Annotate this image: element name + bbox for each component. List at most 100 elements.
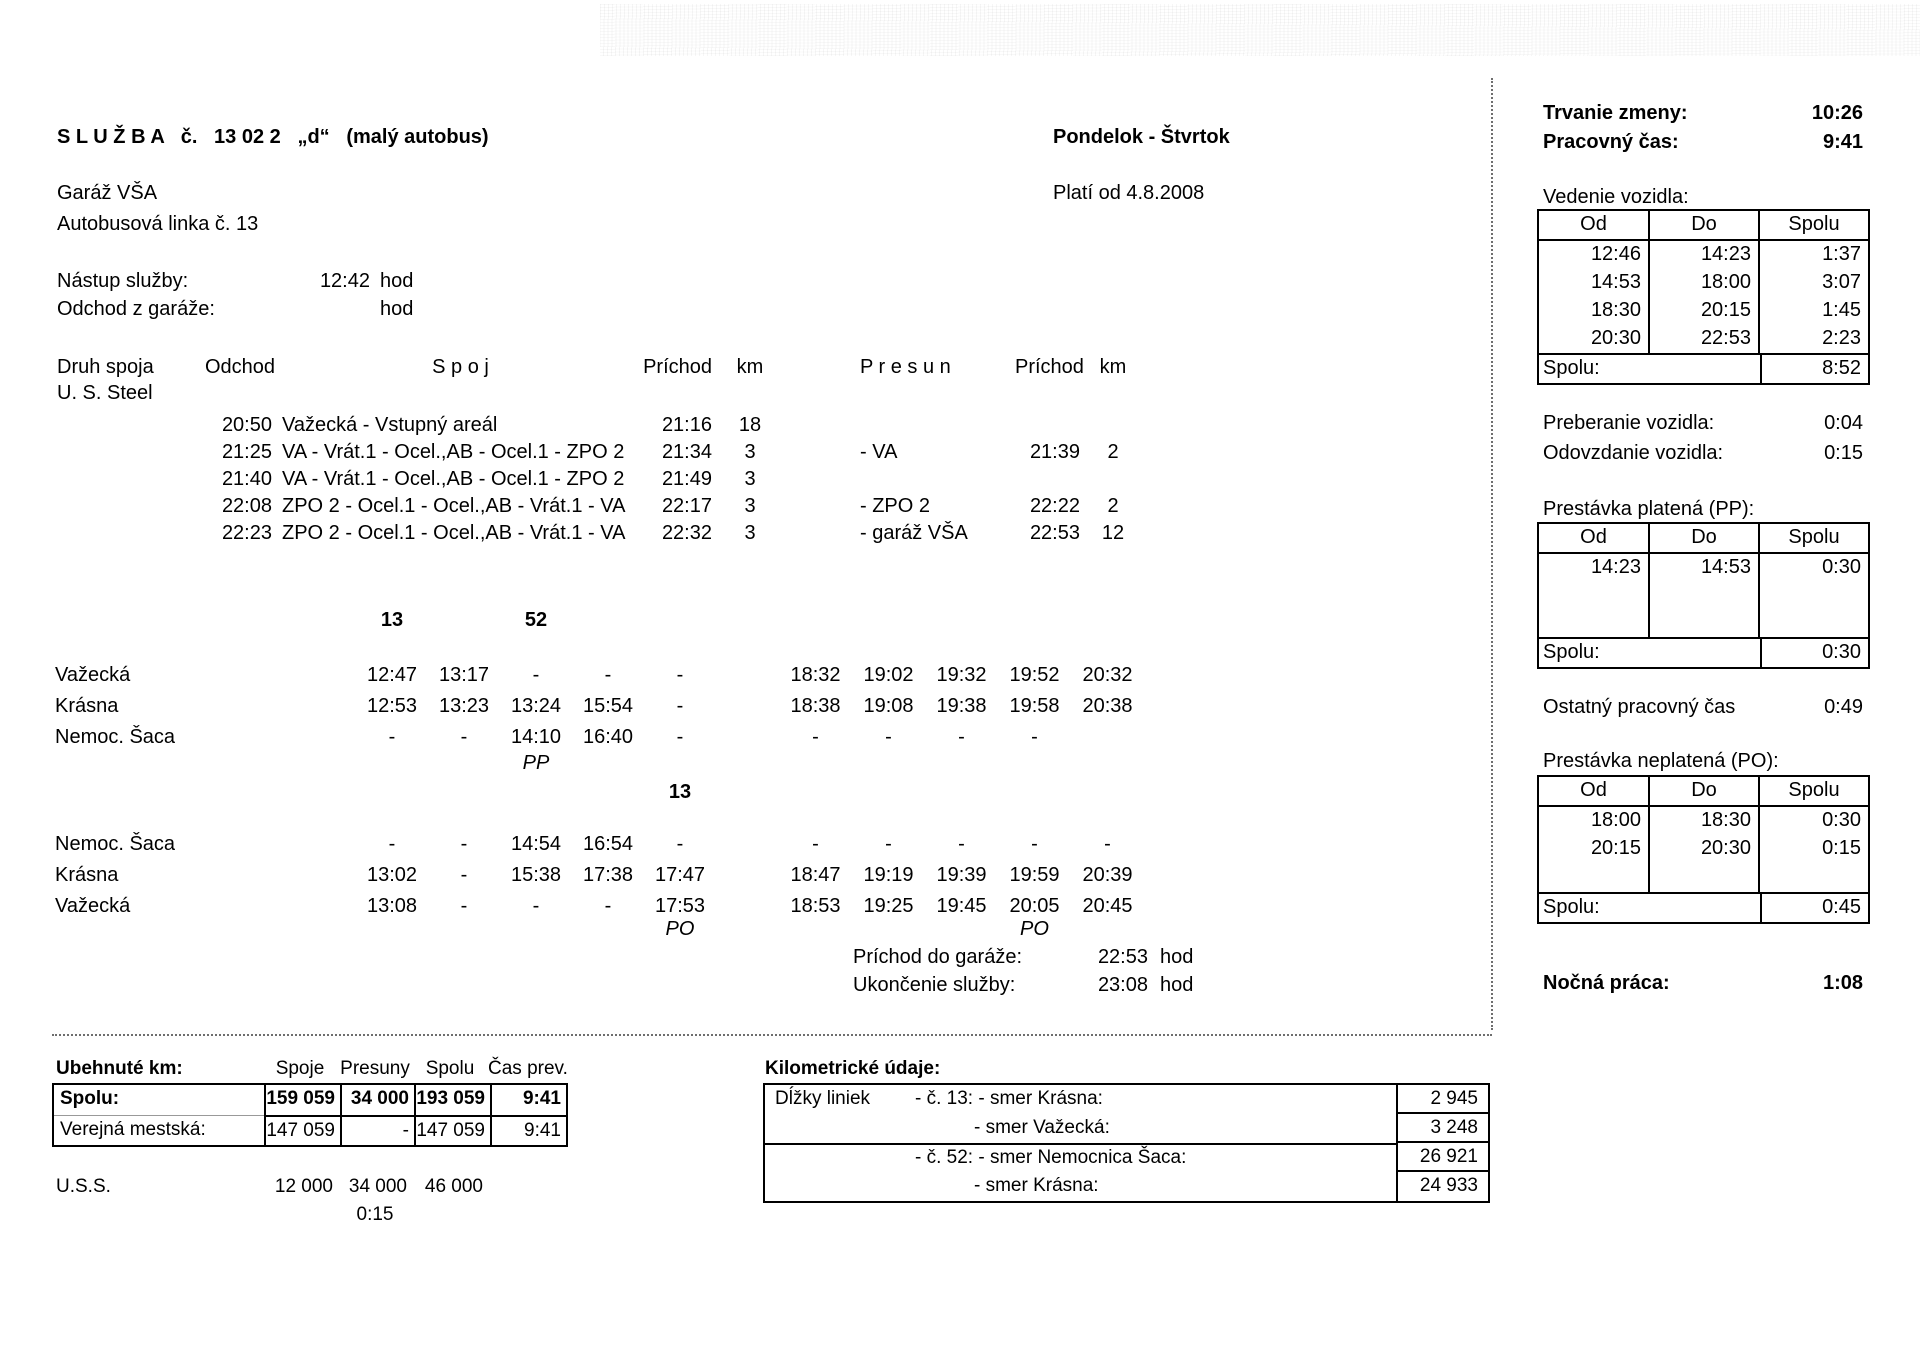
time-cell: 18:00 bbox=[1590, 809, 1641, 831]
time-cell: 18:47 bbox=[790, 864, 841, 886]
tt2-break-markers: PO PO bbox=[55, 917, 1144, 941]
total-label: Spolu: bbox=[1543, 357, 1600, 379]
time-cell: 13:24 bbox=[510, 695, 562, 717]
time-cell bbox=[1071, 725, 1144, 749]
km-value: 147 059 bbox=[414, 1115, 490, 1145]
time-cell: 14:53 bbox=[1590, 271, 1641, 293]
odchod-cell: 21:40 bbox=[221, 468, 272, 490]
tt2-row-vazecka: Važecká 13:08 - - - 17:53 18:53 19:25 19… bbox=[55, 894, 1144, 918]
time-cell: 2:23 bbox=[1822, 327, 1861, 349]
time-cell: 20:30 bbox=[1700, 837, 1751, 859]
line-label bbox=[500, 780, 572, 804]
unpaid-break-title: Prestávka neplatená (PO): bbox=[1543, 750, 1779, 772]
time-cell: 19:08 bbox=[863, 695, 914, 717]
row-label: U.S.S. bbox=[56, 1176, 111, 1197]
col-do: Do bbox=[1650, 524, 1760, 552]
time-cell: 18:30 bbox=[1590, 299, 1641, 321]
break-marker bbox=[55, 917, 356, 941]
line-label bbox=[998, 608, 1071, 632]
odchod-cell: 21:25 bbox=[221, 441, 272, 463]
col-od: Od bbox=[1539, 777, 1650, 805]
route-cell: ZPO 2 - Ocel.1 - Ocel.,AB - Vrát.1 - VA bbox=[282, 522, 626, 544]
do-column: 14:23 18:00 20:15 22:53 bbox=[1650, 241, 1760, 353]
stop-name: Nemoc. Šaca bbox=[55, 833, 176, 855]
spacer bbox=[52, 1203, 262, 1227]
break-marker bbox=[644, 751, 716, 775]
other-working-time-value: 0:49 bbox=[1824, 696, 1863, 718]
route-cell: ZPO 2 - Ocel.1 - Ocel.,AB - Vrát.1 - VA bbox=[282, 495, 626, 517]
km-cell: 3 bbox=[744, 522, 756, 544]
break-marker bbox=[500, 917, 572, 941]
time-cell: 19:39 bbox=[936, 864, 987, 886]
km-summary-header: Ubehnuté km: Spoje Presuny Spolu Čas pre… bbox=[52, 1058, 568, 1080]
time-cell: - bbox=[460, 864, 468, 886]
km-value: 147 059 bbox=[264, 1115, 340, 1145]
col-odchod: Odchod bbox=[205, 356, 276, 378]
col-od: Od bbox=[1539, 211, 1650, 239]
col-cas-prev: Čas prev. bbox=[488, 1058, 568, 1079]
break-marker bbox=[1071, 751, 1144, 775]
break-marker bbox=[572, 917, 644, 941]
tt2-line-numbers: 13 bbox=[55, 780, 1144, 804]
spoj-row: 20:50 Važecká - Vstupný areál 21:16 18 bbox=[0, 412, 1490, 439]
km-value: 24 933 bbox=[1396, 1172, 1488, 1201]
km-details-title: Kilometrické údaje: bbox=[765, 1058, 941, 1079]
time-cell: - bbox=[676, 664, 684, 686]
do-column: 14:53 bbox=[1650, 554, 1760, 637]
time-cell: 22:53 bbox=[1700, 327, 1751, 349]
line-label bbox=[779, 780, 852, 804]
vedenie-table: Od Do Spolu 12:46 14:53 18:30 20:30 14:2… bbox=[1537, 209, 1870, 385]
scan-noise-artifact bbox=[600, 4, 1920, 56]
stop-name: Nemoc. Šaca bbox=[55, 726, 176, 748]
time-cell: - bbox=[676, 695, 684, 717]
time-cell: - bbox=[812, 833, 819, 855]
line-label bbox=[356, 780, 428, 804]
other-working-time-label: Ostatný pracovný čas bbox=[1543, 696, 1736, 718]
vehicle-handover-value: 0:15 bbox=[1824, 442, 1863, 464]
service-end-label: Ukončenie služby: bbox=[853, 974, 1016, 996]
col-prichod: Príchod bbox=[643, 356, 712, 378]
time-cell: 18:00 bbox=[1700, 271, 1751, 293]
break-marker bbox=[852, 917, 925, 941]
direction-label: - smer Krásna: bbox=[974, 1175, 1099, 1196]
group-label-uss: U. S. Steel bbox=[57, 382, 153, 404]
time-cell: 17:53 bbox=[654, 895, 706, 917]
time-cell: 0:30 bbox=[1822, 809, 1861, 831]
od-column: 14:23 bbox=[1539, 554, 1650, 637]
tt1-row-krasna: Krásna 12:53 13:23 13:24 15:54 - 18:38 1… bbox=[55, 694, 1144, 718]
break-marker bbox=[428, 751, 500, 775]
paid-break-footer: Spolu: 0:30 bbox=[1539, 637, 1868, 667]
shift-duration-label: Trvanie zmeny: bbox=[1543, 102, 1688, 124]
service-end-value: 23:08 bbox=[1097, 974, 1148, 996]
page-title: S L U Ž B A č. 13 02 2 „d“ (malý autobus… bbox=[57, 126, 489, 148]
vehicle-handover-row: Odovzdanie vozidla: 0:15 bbox=[1537, 441, 1870, 465]
km-value: 193 059 bbox=[414, 1085, 490, 1115]
row-label: Spolu: bbox=[60, 1088, 120, 1109]
time-cell: - bbox=[812, 726, 819, 748]
col-presun: P r e s u n bbox=[860, 356, 951, 378]
line-label bbox=[998, 780, 1071, 804]
time-cell: 19:45 bbox=[936, 895, 987, 917]
break-marker bbox=[55, 751, 356, 775]
prichod-cell: 22:32 bbox=[661, 522, 712, 544]
spolu-column: 0:30 0:15 bbox=[1760, 807, 1868, 892]
km-cell: 3 bbox=[744, 495, 756, 517]
total-value: 8:52 bbox=[1760, 355, 1868, 383]
line-label bbox=[925, 608, 998, 632]
km-details-row: - smer Važecká: 3 248 bbox=[765, 1114, 1488, 1143]
km-cell: 3 bbox=[744, 441, 756, 463]
line-label bbox=[852, 780, 925, 804]
time-cell: 12:47 bbox=[366, 664, 418, 686]
time-cell: - bbox=[604, 895, 612, 917]
km-value: 3 248 bbox=[1396, 1114, 1488, 1143]
km-details-row: Dĺžky liniek - č. 13: - smer Krásna: 2 9… bbox=[765, 1085, 1488, 1114]
time-cell: 15:54 bbox=[582, 695, 634, 717]
odchod-cell: 20:50 bbox=[221, 414, 272, 436]
time-cell: - bbox=[388, 833, 396, 855]
working-time-row: Pracovný čas: 9:41 bbox=[1537, 130, 1870, 154]
prichod2-cell: 22:22 bbox=[1029, 495, 1080, 517]
time-cell: - bbox=[1104, 833, 1111, 855]
km2-cell: 2 bbox=[1107, 441, 1119, 463]
time-cell: 13:23 bbox=[438, 695, 490, 717]
total-label: Spolu: bbox=[1543, 896, 1600, 918]
